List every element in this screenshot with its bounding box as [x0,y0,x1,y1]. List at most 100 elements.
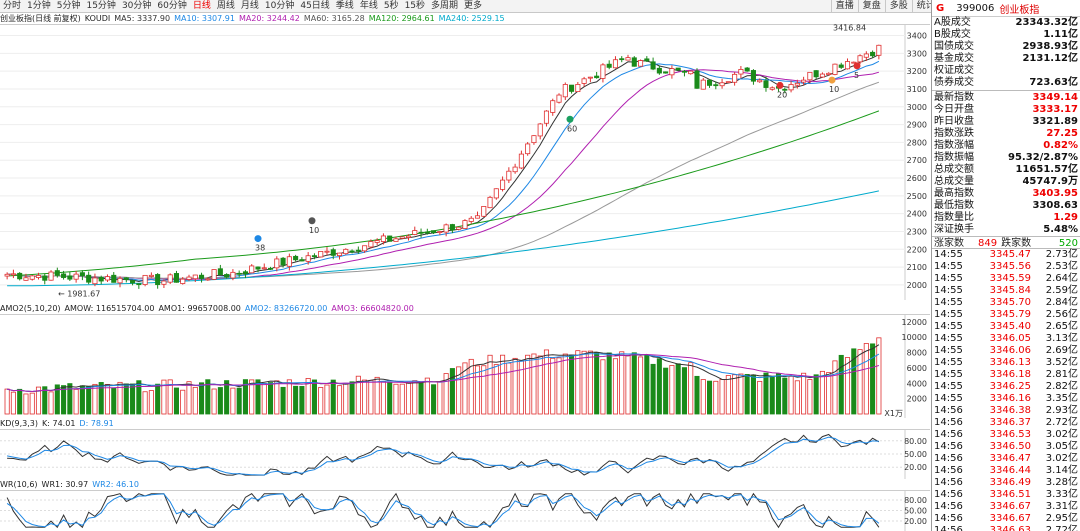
tick-time: 14:56 [934,513,963,524]
signal-marker-icon [566,115,574,123]
volume-bar [788,375,794,415]
tab-period[interactable]: 10分钟 [264,0,295,11]
toolbar-button[interactable]: 复盘 [857,0,885,13]
stat-row: 最高指数 3403.95 [932,188,1080,200]
tick-time: 14:56 [934,489,963,500]
volume-bar [73,389,79,415]
candle-down [713,84,719,87]
tab-period[interactable]: 30分钟 [121,0,152,11]
toolbar-button[interactable]: 多股 [884,0,912,13]
tab-period[interactable]: 60分钟 [157,0,187,11]
stat-row: B股成交 1.11亿 [932,29,1080,41]
volume-bar [556,357,562,415]
tab-period[interactable]: 5分钟 [56,0,81,11]
volume-bar [330,379,336,415]
candle-up [493,188,499,199]
tab-period[interactable]: 1分钟 [27,0,51,11]
tick-row: 14:56 3346.51 3.33亿 [932,489,1080,501]
candle-up [732,73,738,83]
volume-bar [569,354,575,415]
tick-price: 3345.56 [989,261,1031,272]
candle-up [186,276,192,280]
y-tick-label: 2800 [907,138,927,147]
stat-row: A股成交 23343.32亿 [932,17,1080,29]
tab-period[interactable]: 5秒 [383,0,399,11]
tick-row: 14:55 3345.40 2.65亿 [932,321,1080,333]
tick-time: 14:55 [934,297,963,308]
volume-bar [29,392,35,415]
tick-time: 14:56 [934,441,963,452]
tab-period[interactable]: 季线 [335,0,354,11]
tick-price: 3346.47 [989,453,1031,464]
y-tick-label: 2400 [907,210,927,219]
volume-bar [857,349,863,415]
volume-bar [876,337,882,415]
tab-period[interactable]: 月线 [240,0,259,11]
volume-bar [311,379,317,415]
volume-bar [148,390,154,415]
kd-legend: KD(9,3,3) K: 74.01 D: 78.91 [0,419,118,429]
tab-period[interactable]: 日线 [192,0,211,11]
volume-bar [612,358,618,415]
kd-indicator-chart[interactable]: 80.00 50.00 20.00 [0,429,930,479]
candle-down [293,255,299,261]
volume-bar [506,362,512,415]
legend-item: KOUDI [84,14,111,23]
tab-period[interactable]: 15秒 [404,0,426,11]
price-candlestick-chart[interactable]: 3400 3300 3200 3100 3000 2900 2800 2700 2600 2500… [0,24,930,300]
tick-amount: 3.02亿 [1045,453,1078,464]
tab-period[interactable]: 年线 [359,0,378,11]
stat-row: 总成交量 45747.9万 [932,176,1080,188]
candle-down [130,280,136,284]
tab-period[interactable]: 多周期 [431,0,459,11]
candle-up [612,59,618,69]
tick-row: 14:56 3346.50 3.05亿 [932,441,1080,453]
volume-bar [675,363,681,415]
y-tick-label: 20.00 [904,463,927,472]
stat-row: 国债成交 2938.93亿 [932,41,1080,53]
volume-bar [186,381,192,415]
candle-up [29,275,35,280]
candle-up [305,255,311,262]
toolbar-button[interactable]: 直播 [830,0,858,13]
candle-up [562,84,568,98]
tab-period[interactable]: 15分钟 [86,0,116,11]
candle-up [205,278,211,281]
candle-down [870,51,876,57]
legend-item: AMOW: 116515704.00 [64,304,155,313]
candle-down [763,80,769,88]
volume-bar [694,375,700,415]
candle-up [826,72,832,75]
volume-bar [161,379,167,415]
candle-up [393,238,399,242]
candle-down [750,70,756,82]
volume-bar [249,379,255,415]
candle-up [669,68,675,76]
volume-bar [594,352,600,415]
volume-bar [732,374,738,415]
tick-row: 14:56 3346.38 2.93亿 [932,405,1080,417]
candle-down [418,231,424,234]
tab-period[interactable]: 更多 [464,0,483,11]
tab-period[interactable]: 45日线 [300,0,330,11]
volume-bar [631,352,637,415]
legend-item: 创业板指(日线 前复权) [0,14,81,23]
volume-bar [130,383,136,415]
candle-up [537,123,543,137]
index-header: G 399006 创业板指 [932,0,1080,17]
toolbar-button[interactable]: 统计 [911,0,939,13]
tick-list[interactable]: 14:55 3345.47 2.73亿 14:55 3345.56 2.53亿 14:55 3… [932,249,1080,531]
tick-price: 3346.18 [989,369,1031,380]
tick-price: 3346.50 [989,441,1031,452]
volume-bar-chart[interactable]: 12000 10000 8000 6000 4000 2000 X1万 [0,314,930,418]
tab-period[interactable]: 周线 [216,0,235,11]
volume-bar [199,382,205,415]
candle-down [644,58,650,62]
y-tick-label: 2700 [907,156,927,165]
volume-bar [17,388,23,415]
tab-period[interactable]: 分时 [3,0,22,11]
volume-bar [343,382,349,415]
candle-up [48,271,54,281]
candle-up [35,275,42,278]
